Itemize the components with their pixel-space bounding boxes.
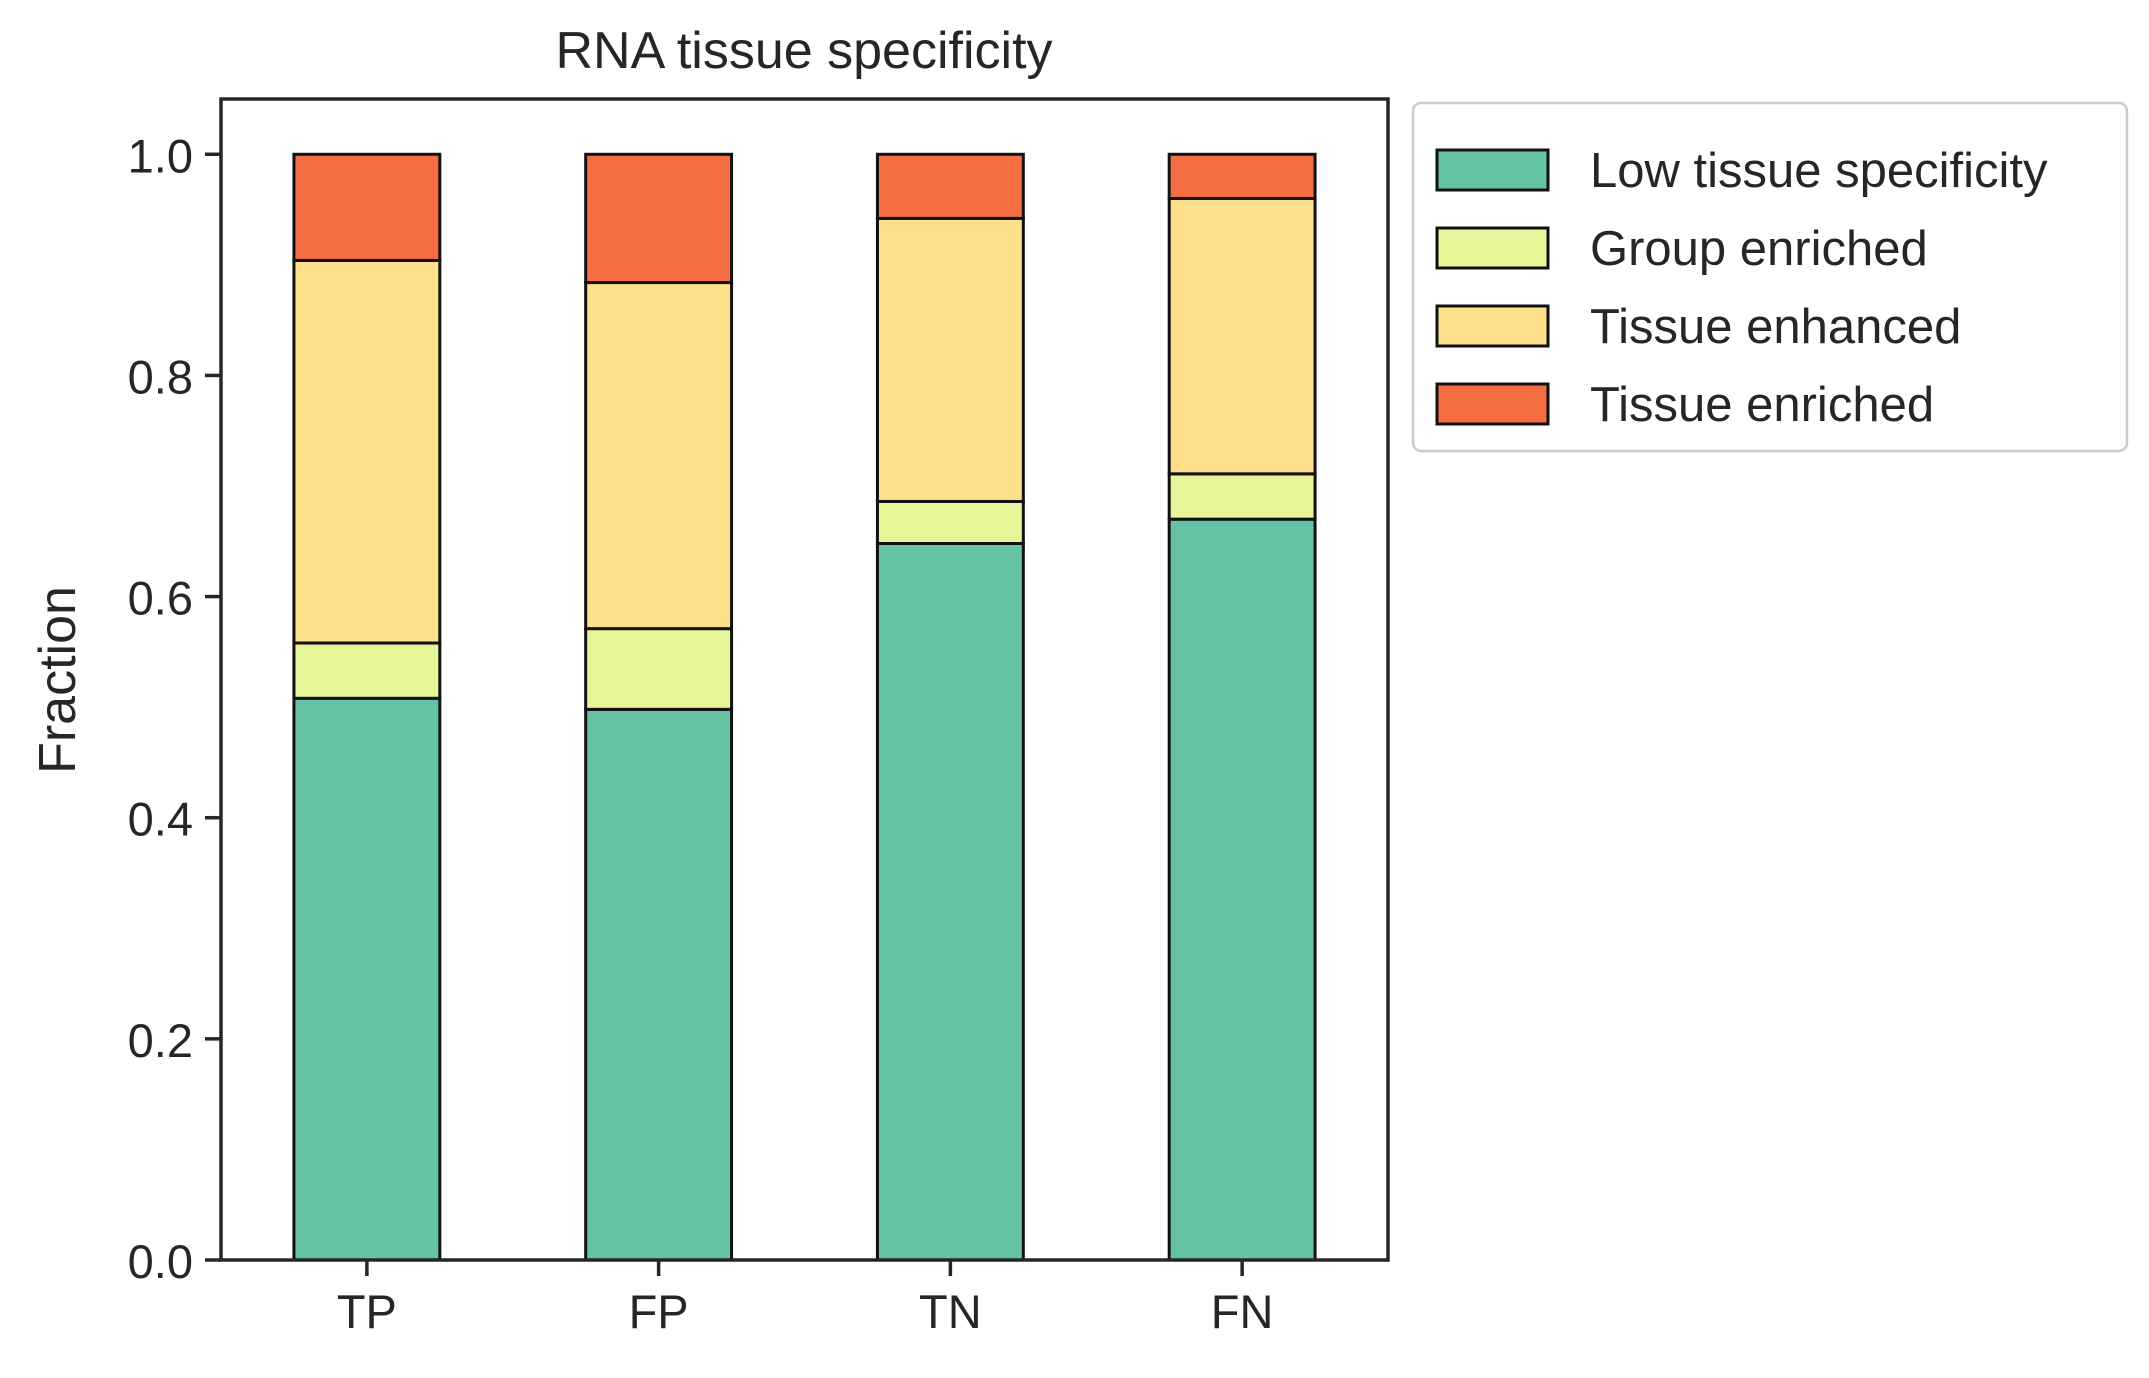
bars-layer: [292, 152, 1317, 1262]
y-axis-label: Fraction: [29, 586, 87, 774]
bar-segment-fn-series-2: [1167, 197, 1317, 476]
bar-segment-tp-series-1: [292, 641, 442, 700]
legend-swatch: [1435, 304, 1550, 348]
bar-segment-fn-series-3: [1167, 152, 1317, 201]
plot-frame: [219, 97, 1390, 1262]
bar-segment-tn-series-1: [875, 499, 1025, 545]
y-tick-label: 0.6: [128, 572, 193, 625]
legend-label: Tissue enhanced: [1590, 300, 1961, 354]
y-tick-label: 0.0: [128, 1235, 193, 1288]
legend-label: Low tissue specificity: [1590, 144, 2048, 198]
legend: Low tissue specificity Group enriched Tiss…: [1411, 101, 2129, 453]
bar-segment-tp-series-0: [292, 696, 442, 1262]
legend-label: Group enriched: [1590, 222, 1928, 276]
x-tick-label: FN: [1211, 1285, 1274, 1338]
bar-segment-fn-series-1: [1167, 472, 1317, 521]
bar-segment-fp-series-1: [584, 627, 734, 711]
x-axis-ticks: TP FP TN FN: [337, 1260, 1274, 1338]
legend-label: Tissue enriched: [1590, 378, 1934, 432]
bar-segment-tp-series-2: [292, 258, 442, 645]
x-tick-label: TN: [919, 1285, 982, 1338]
legend-swatch: [1435, 382, 1550, 426]
legend-swatch: [1435, 148, 1550, 192]
bar-segment-tn-series-3: [875, 152, 1025, 220]
y-tick-label: 0.8: [128, 350, 193, 403]
axes-layer: [219, 97, 1390, 1262]
bar-segment-fp-series-2: [584, 281, 734, 631]
x-tick-label: TP: [337, 1285, 397, 1338]
y-tick-label: 1.0: [128, 129, 193, 182]
y-axis-ticks: 0.0 0.2 0.4 0.6 0.8 1.0: [128, 129, 221, 1288]
bar-segment-tn-series-0: [875, 541, 1025, 1262]
legend-swatch: [1435, 226, 1550, 270]
bar-segment-fp-series-3: [584, 152, 734, 285]
bar-segment-fn-series-0: [1167, 517, 1317, 1262]
y-tick-label: 0.2: [128, 1014, 193, 1067]
bar-segment-fp-series-0: [584, 707, 734, 1262]
bar-segment-tp-series-3: [292, 152, 442, 262]
x-tick-label: FP: [629, 1285, 689, 1338]
bar-segment-tn-series-2: [875, 216, 1025, 503]
chart-title: RNA tissue specificity: [555, 22, 1052, 80]
y-tick-label: 0.4: [128, 793, 193, 846]
legend-frame: [1411, 101, 2129, 453]
